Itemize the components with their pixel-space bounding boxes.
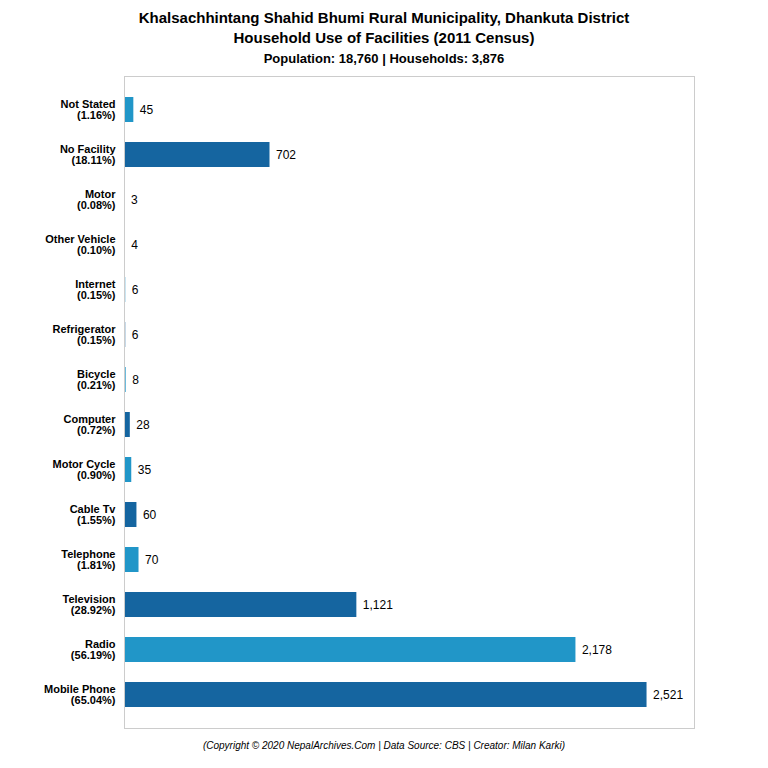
svg-text:Bicycle(0.21%): Bicycle(0.21%) bbox=[77, 368, 116, 391]
svg-text:Internet(0.15%): Internet(0.15%) bbox=[75, 278, 116, 301]
svg-text:Motor Cycle(0.90%): Motor Cycle(0.90%) bbox=[53, 458, 116, 481]
svg-text:Cable Tv(1.55%): Cable Tv(1.55%) bbox=[70, 503, 117, 526]
html-text:(Copyright © 2020 NepalArchive: (Copyright © 2020 NepalArchives.Com | Da… bbox=[202, 740, 566, 751]
svg-text:Mobile Phone(65.04%): Mobile Phone(65.04%) bbox=[44, 683, 116, 706]
svg-text:Refrigerator(0.15%): Refrigerator(0.15%) bbox=[53, 323, 117, 346]
svg-text:Television(28.92%): Television(28.92%) bbox=[63, 593, 116, 616]
html-text:Population: 18,760 | Household: Population: 18,760 | Households: 3,876 bbox=[263, 51, 505, 66]
html-text:Khalsachhintang Shahid Bhumi R: Khalsachhintang Shahid Bhumi Rural Munic… bbox=[138, 9, 630, 46]
svg-text:6: 6 bbox=[132, 283, 139, 297]
svg-text:No Facility(18.11%): No Facility(18.11%) bbox=[60, 143, 117, 166]
svg-text:8: 8 bbox=[132, 373, 139, 387]
svg-text:3: 3 bbox=[131, 193, 138, 207]
svg-text:1,121: 1,121 bbox=[363, 598, 393, 612]
svg-text:4: 4 bbox=[131, 238, 138, 252]
svg-text:60: 60 bbox=[143, 508, 157, 522]
svg-text:Telephone(1.81%): Telephone(1.81%) bbox=[61, 548, 116, 571]
svg-text:Computer(0.72%): Computer(0.72%) bbox=[64, 413, 117, 436]
svg-text:45: 45 bbox=[140, 103, 154, 117]
svg-text:6: 6 bbox=[132, 328, 139, 342]
svg-text:2,178: 2,178 bbox=[582, 643, 612, 657]
svg-text:28: 28 bbox=[136, 418, 150, 432]
svg-text:702: 702 bbox=[276, 148, 296, 162]
svg-text:Other Vehicle(0.10%): Other Vehicle(0.10%) bbox=[45, 233, 116, 256]
svg-text:2,521: 2,521 bbox=[653, 688, 683, 702]
svg-text:70: 70 bbox=[145, 553, 159, 567]
svg-text:35: 35 bbox=[138, 463, 152, 477]
svg-text:Motor(0.08%): Motor(0.08%) bbox=[77, 188, 116, 211]
svg-text:Radio(56.19%): Radio(56.19%) bbox=[71, 638, 116, 661]
svg-text:Not Stated(1.16%): Not Stated(1.16%) bbox=[61, 98, 116, 121]
